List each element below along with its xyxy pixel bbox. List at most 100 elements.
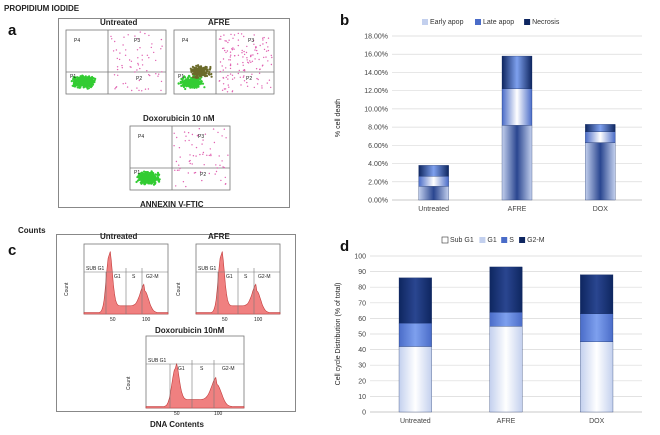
flow-dot bbox=[192, 155, 195, 157]
legend-label: Necrosis bbox=[532, 19, 560, 26]
legend-label: G1 bbox=[487, 237, 496, 244]
flow-dot bbox=[197, 64, 200, 67]
flow-dot bbox=[198, 128, 200, 130]
flow-dot bbox=[136, 179, 139, 182]
y-tick-label: 16.00% bbox=[364, 52, 388, 59]
flow-dot bbox=[228, 86, 230, 88]
flow-dot bbox=[178, 147, 181, 149]
flow-dot bbox=[214, 173, 216, 175]
flow-dot bbox=[193, 172, 196, 174]
flow-plot-title-untreated: Untreated bbox=[100, 18, 138, 27]
y-tick-label: 8.00% bbox=[368, 125, 388, 132]
x-tick-50: 50 bbox=[222, 317, 228, 323]
flow-dot bbox=[199, 153, 201, 156]
flow-plot-title-dox: Doxorubicin 10 nM bbox=[143, 114, 215, 123]
flow-dot bbox=[137, 64, 140, 66]
flow-dot bbox=[124, 82, 127, 84]
flow-dot bbox=[224, 183, 227, 185]
flow-dot bbox=[144, 32, 146, 35]
panel-a-frame bbox=[58, 18, 290, 208]
flow-dot bbox=[195, 64, 198, 67]
gate-label-p4: P4 bbox=[74, 38, 80, 44]
flow-dot bbox=[226, 50, 229, 52]
flow-dot bbox=[225, 40, 227, 42]
flow-dot bbox=[176, 136, 178, 139]
flow-dot bbox=[161, 71, 163, 73]
y-tick-label: 60 bbox=[358, 316, 366, 323]
flow-dot bbox=[91, 79, 94, 82]
flow-plot-title-afre: AFRE bbox=[208, 18, 230, 27]
flow-dot bbox=[231, 91, 233, 93]
x-tick-50: 50 bbox=[174, 411, 180, 417]
gate-label-p3: P3 bbox=[198, 134, 204, 140]
flow-dot bbox=[216, 167, 218, 169]
bar-g1-afre bbox=[489, 326, 523, 413]
flow-dot bbox=[72, 78, 75, 81]
flow-dot bbox=[224, 49, 226, 52]
gate-label-p1: P1 bbox=[70, 74, 76, 80]
flow-dot bbox=[141, 59, 143, 61]
flow-dot bbox=[200, 82, 203, 85]
flow-dot bbox=[73, 83, 76, 86]
flow-dot bbox=[149, 74, 151, 77]
x-tick-label: DOX bbox=[589, 418, 605, 425]
gate-label-g2m: G2-M bbox=[222, 366, 235, 372]
flow-dot bbox=[221, 135, 223, 137]
flow-dot bbox=[233, 77, 236, 79]
flow-dot bbox=[262, 43, 264, 45]
flow-dot bbox=[223, 34, 225, 36]
flow-dot bbox=[243, 80, 246, 82]
flow-dot bbox=[224, 40, 226, 42]
flow-dot bbox=[116, 66, 119, 68]
flow-dot bbox=[148, 34, 150, 37]
flow-dot bbox=[221, 160, 223, 162]
flow-dot bbox=[141, 64, 144, 66]
flow-dot bbox=[140, 180, 143, 183]
flow-dot bbox=[111, 38, 113, 40]
flow-dot bbox=[250, 61, 252, 63]
flow-dot bbox=[136, 49, 139, 51]
histogram-untreated: SUB G1 G1 S G2-M Count 50 100 bbox=[64, 243, 169, 323]
flow-dot bbox=[265, 50, 268, 52]
y-axis-label: Cell cycle Distribution (% of total) bbox=[335, 283, 342, 386]
bar-necrosis-untreated bbox=[418, 165, 449, 177]
bar-s-dox bbox=[580, 313, 614, 342]
flow-dot bbox=[198, 67, 201, 70]
flow-dot bbox=[125, 49, 127, 51]
x-tick-100: 100 bbox=[142, 317, 151, 323]
hist-ylabel: Count bbox=[176, 282, 182, 296]
gate-label-p2: P2 bbox=[200, 172, 206, 178]
flow-dot bbox=[121, 67, 123, 69]
flow-dot bbox=[185, 84, 188, 87]
y-tick-label: 4.00% bbox=[368, 161, 388, 168]
flow-dot bbox=[201, 69, 204, 72]
flow-dot bbox=[150, 46, 152, 49]
flow-dot bbox=[73, 85, 77, 88]
flow-dot bbox=[222, 58, 225, 60]
flow-dot bbox=[241, 52, 243, 54]
flow-dot bbox=[139, 47, 141, 49]
flow-dot bbox=[208, 154, 210, 157]
flow-dot bbox=[205, 72, 208, 75]
legend-label: Late apop bbox=[483, 19, 514, 26]
flow-dot bbox=[77, 84, 80, 87]
flow-dot bbox=[265, 42, 268, 44]
flow-dot bbox=[116, 68, 119, 71]
histogram-afre: SUB G1 G1 S G2-M Count 50 100 bbox=[176, 243, 281, 323]
y-tick-label: 90 bbox=[358, 269, 366, 276]
gate-label-p2: P2 bbox=[246, 76, 252, 82]
flow-dot bbox=[197, 76, 200, 79]
flow-dot bbox=[223, 166, 225, 169]
flow-dot bbox=[229, 63, 232, 65]
flow-dot bbox=[232, 37, 234, 39]
bar-s-untreated bbox=[398, 322, 432, 347]
flow-dot bbox=[254, 49, 256, 51]
flow-dot bbox=[144, 173, 147, 176]
flow-dot bbox=[229, 73, 232, 75]
flow-dot bbox=[146, 173, 149, 177]
flow-dot bbox=[220, 35, 222, 38]
flow-dot bbox=[138, 79, 140, 82]
flow-dot bbox=[139, 31, 141, 33]
flow-dot bbox=[242, 56, 244, 58]
flow-dot bbox=[114, 88, 116, 90]
